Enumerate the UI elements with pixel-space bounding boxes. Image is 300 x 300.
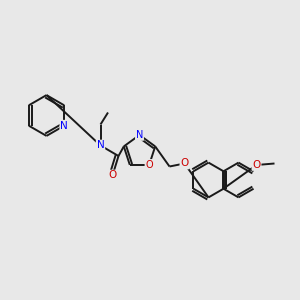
Text: N: N xyxy=(60,121,68,131)
Text: O: O xyxy=(180,158,189,169)
Text: O: O xyxy=(252,160,261,170)
Text: O: O xyxy=(108,170,117,181)
Text: O: O xyxy=(146,160,153,170)
Text: N: N xyxy=(97,140,104,151)
Text: N: N xyxy=(136,130,143,140)
